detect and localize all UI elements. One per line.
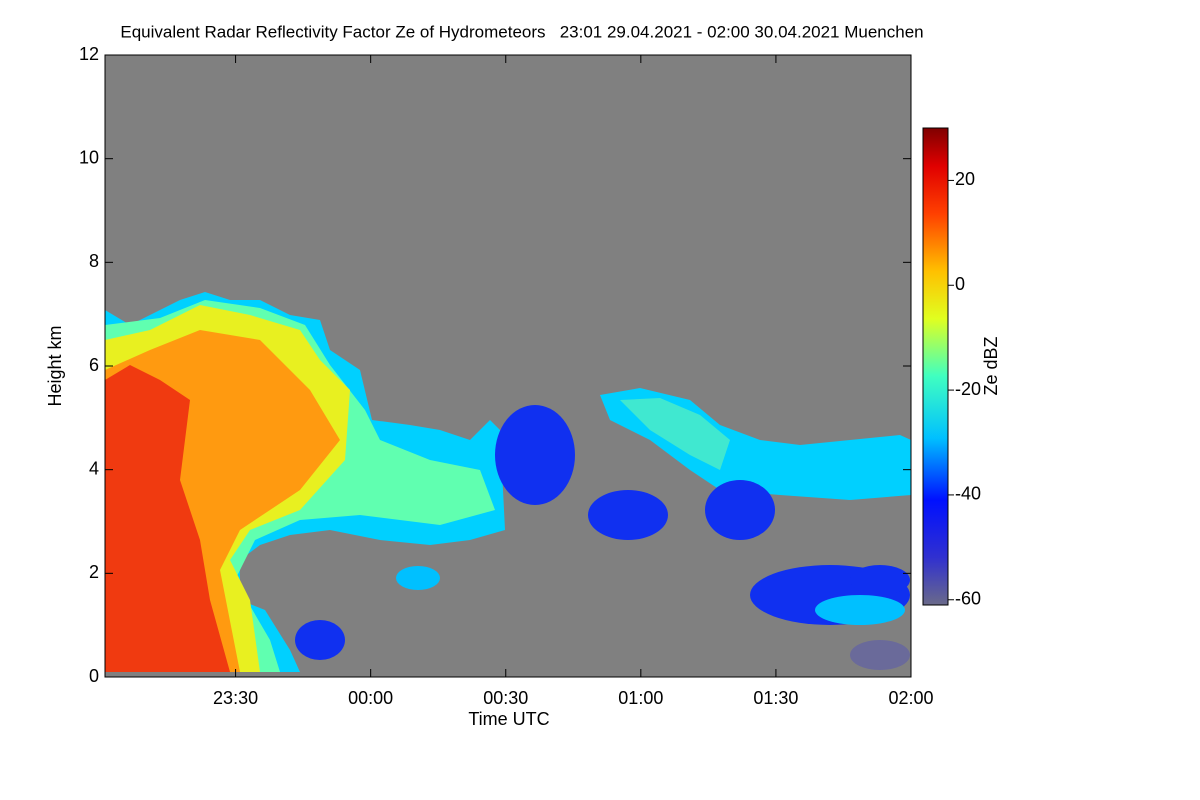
y-tick-label: 4: [89, 458, 99, 478]
x-tick-label: 02:00: [888, 688, 933, 708]
x-tick-label: 00:00: [348, 688, 393, 708]
x-tick-label: 00:30: [483, 688, 528, 708]
x-tick-label: 01:30: [753, 688, 798, 708]
y-tick-label: 2: [89, 562, 99, 582]
y-tick-label: 12: [79, 44, 99, 64]
colorbar-label: Ze dBZ: [981, 336, 1001, 395]
y-axis-label: Height km: [45, 325, 65, 406]
radar-echo: [105, 292, 911, 672]
y-tick-label: 8: [89, 251, 99, 271]
colorbar: [922, 127, 949, 606]
x-tick-label: 01:00: [618, 688, 663, 708]
x-tick-label: 23:30: [213, 688, 258, 708]
colorbar-tick-label: 0: [955, 274, 965, 294]
colorbar-tick-label: -60: [955, 589, 981, 609]
chart-title: Equivalent Radar Reflectivity Factor Ze …: [120, 22, 923, 41]
y-tick-label: 0: [89, 666, 99, 686]
colorbar-tick-label: 20: [955, 169, 975, 189]
colorbar-tick-label: -20: [955, 379, 981, 399]
colorbar-tick-label: -40: [955, 484, 981, 504]
y-tick-label: 10: [79, 147, 99, 167]
y-tick-label: 6: [89, 355, 99, 375]
x-axis-label: Time UTC: [468, 709, 549, 729]
